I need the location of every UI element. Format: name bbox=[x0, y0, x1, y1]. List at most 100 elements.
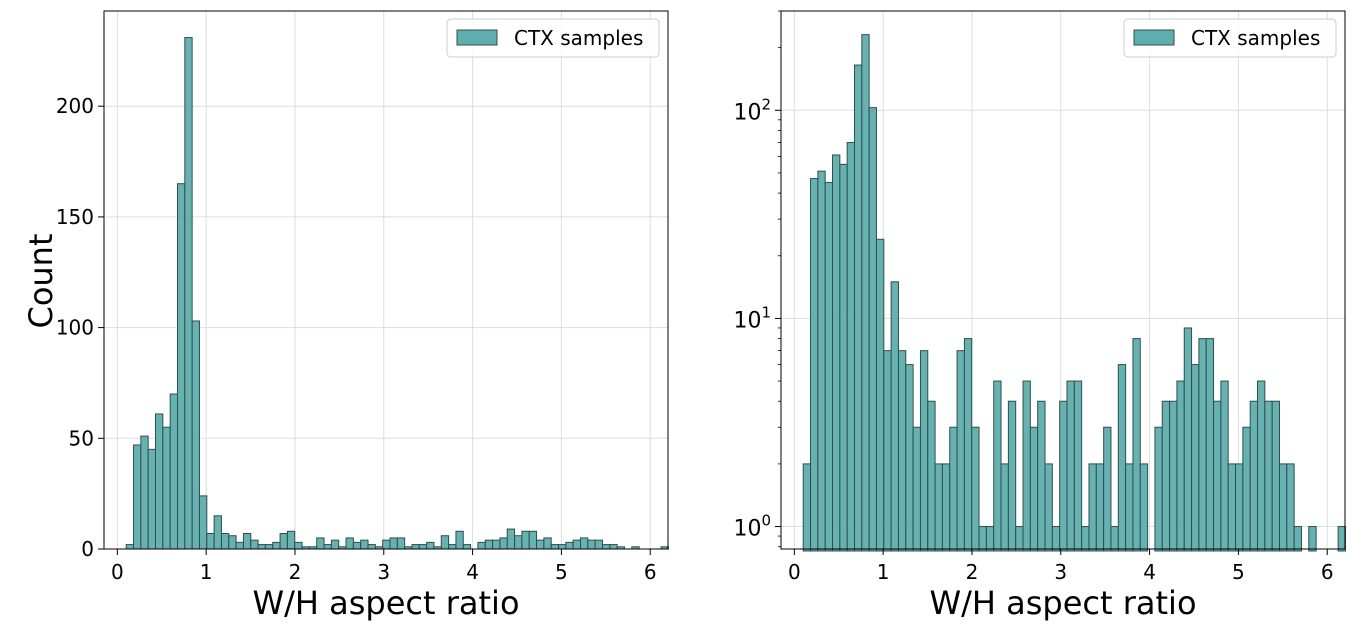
right-histogram-bar bbox=[1000, 463, 1009, 552]
left-y-tick-label: 50 bbox=[69, 426, 94, 450]
left-x-tick-label: 4 bbox=[466, 560, 479, 584]
left-histogram-bar bbox=[213, 515, 222, 550]
right-histogram-bar bbox=[1022, 380, 1031, 552]
left-histogram-bar bbox=[198, 495, 208, 550]
left-histogram-bar bbox=[279, 533, 288, 550]
right-bars bbox=[802, 34, 1346, 552]
right-histogram-bar bbox=[1242, 426, 1251, 552]
left-histogram-bar bbox=[558, 544, 567, 550]
right-histogram-bar bbox=[934, 463, 943, 552]
left-x-tick-label: 1 bbox=[200, 560, 213, 584]
left-histogram-bar bbox=[147, 448, 157, 550]
left-x-tick-label: 0 bbox=[111, 560, 124, 584]
right-histogram-panel: 0 1 2 3 4 5 6 100 101 102 W/H aspect ratio CTX sa… bbox=[733, 10, 1346, 622]
right-axis-ticks: 0 1 2 3 4 5 6 100 101 102 bbox=[733, 10, 1334, 584]
right-histogram-bar bbox=[905, 364, 914, 552]
left-histogram-bar bbox=[140, 435, 149, 550]
right-histogram-bar bbox=[971, 426, 980, 552]
right-histogram-bar bbox=[941, 463, 951, 552]
left-histogram-bar bbox=[389, 537, 398, 550]
right-histogram-bar bbox=[1015, 526, 1024, 552]
right-histogram-bar bbox=[846, 142, 855, 552]
right-histogram-bar bbox=[890, 281, 899, 552]
right-histogram-bar bbox=[956, 350, 965, 552]
right-histogram-bar bbox=[1183, 327, 1193, 552]
left-histogram-bar bbox=[352, 541, 362, 550]
left-histogram-bar bbox=[543, 537, 552, 550]
right-histogram-bar bbox=[875, 238, 885, 552]
left-histogram-bar bbox=[565, 541, 574, 550]
right-histogram-bar bbox=[1264, 400, 1273, 552]
right-histogram-bar bbox=[1161, 400, 1171, 552]
right-histogram-bar bbox=[1191, 364, 1200, 552]
left-y-tick-label: 200 bbox=[56, 94, 94, 118]
right-legend-label: CTX samples bbox=[1191, 26, 1320, 50]
right-histogram-bar bbox=[1029, 426, 1039, 552]
left-histogram-bar bbox=[609, 544, 618, 550]
right-histogram-bar bbox=[1220, 380, 1229, 552]
left-histogram-bar bbox=[176, 183, 186, 550]
left-histogram-bar bbox=[162, 426, 171, 550]
right-histogram-bar bbox=[1337, 526, 1346, 552]
right-histogram-bar bbox=[1154, 426, 1163, 552]
right-y-tick-label: 101 bbox=[733, 303, 771, 333]
left-histogram-bar bbox=[594, 539, 603, 550]
left-histogram-bar bbox=[155, 413, 164, 550]
right-histogram-bar bbox=[1169, 400, 1178, 552]
right-histogram-bar bbox=[1125, 463, 1134, 552]
left-histogram-bar bbox=[360, 539, 369, 550]
left-histogram-bar bbox=[257, 544, 266, 550]
right-y-tick-label: 100 bbox=[733, 512, 771, 542]
right-histogram-bar bbox=[1249, 400, 1259, 552]
right-histogram-bar bbox=[839, 163, 848, 552]
right-x-tick-label: 1 bbox=[877, 560, 890, 584]
right-histogram-bar bbox=[1037, 400, 1046, 552]
right-histogram-bar bbox=[1007, 400, 1017, 552]
left-x-axis-label: W/H aspect ratio bbox=[252, 584, 519, 622]
right-histogram-bar bbox=[949, 426, 958, 552]
left-histogram-bar bbox=[462, 544, 472, 550]
left-histogram-bar bbox=[191, 320, 200, 550]
left-histogram-bar bbox=[396, 537, 406, 550]
left-histogram-bar bbox=[499, 537, 508, 550]
left-histogram-bar bbox=[580, 537, 589, 550]
right-histogram-bar bbox=[1176, 380, 1185, 552]
right-histogram-bar bbox=[927, 400, 936, 552]
left-histogram-bar bbox=[242, 533, 252, 550]
left-histogram-bar bbox=[550, 544, 560, 550]
right-histogram-bar bbox=[1205, 338, 1215, 552]
left-histogram-bar bbox=[206, 533, 215, 550]
right-histogram-bar bbox=[978, 526, 987, 552]
left-gridlines bbox=[104, 11, 668, 550]
right-histogram-bar bbox=[1073, 380, 1083, 552]
left-x-tick-label: 5 bbox=[555, 560, 568, 584]
left-histogram-bar bbox=[440, 535, 450, 550]
right-histogram-bar bbox=[853, 64, 863, 552]
right-legend: CTX samples bbox=[1123, 18, 1337, 58]
right-x-tick-label: 3 bbox=[1054, 560, 1067, 584]
right-histogram-bar bbox=[1271, 400, 1280, 552]
right-histogram-bar bbox=[1117, 364, 1127, 552]
left-histogram-bar bbox=[587, 539, 596, 550]
right-histogram-bar bbox=[861, 34, 870, 552]
left-histogram-bar bbox=[133, 444, 142, 550]
right-histogram-bar bbox=[832, 154, 841, 552]
right-histogram-bar bbox=[919, 350, 929, 552]
right-x-tick-label: 2 bbox=[966, 560, 979, 584]
right-x-axis-label: W/H aspect ratio bbox=[929, 584, 1196, 622]
right-histogram-bar bbox=[985, 526, 995, 552]
left-histogram-bar bbox=[601, 544, 611, 550]
left-histogram-bar bbox=[411, 544, 420, 550]
left-legend: CTX samples bbox=[446, 18, 660, 58]
left-histogram-bar bbox=[169, 393, 178, 550]
left-histogram-bar bbox=[514, 535, 523, 550]
left-histogram-bar bbox=[455, 530, 464, 550]
right-histogram-bar bbox=[897, 350, 907, 552]
left-histogram-bar bbox=[272, 541, 281, 550]
left-histogram-bar bbox=[426, 541, 435, 550]
left-histogram-bar bbox=[382, 539, 391, 550]
left-histogram-bar bbox=[125, 544, 135, 550]
left-histogram-panel: 0 1 2 3 4 5 6 0 50 100 150 200 W/H aspect ratio Cou… bbox=[22, 10, 669, 622]
right-histogram-bar bbox=[883, 350, 892, 552]
left-histogram-bar bbox=[448, 544, 457, 550]
